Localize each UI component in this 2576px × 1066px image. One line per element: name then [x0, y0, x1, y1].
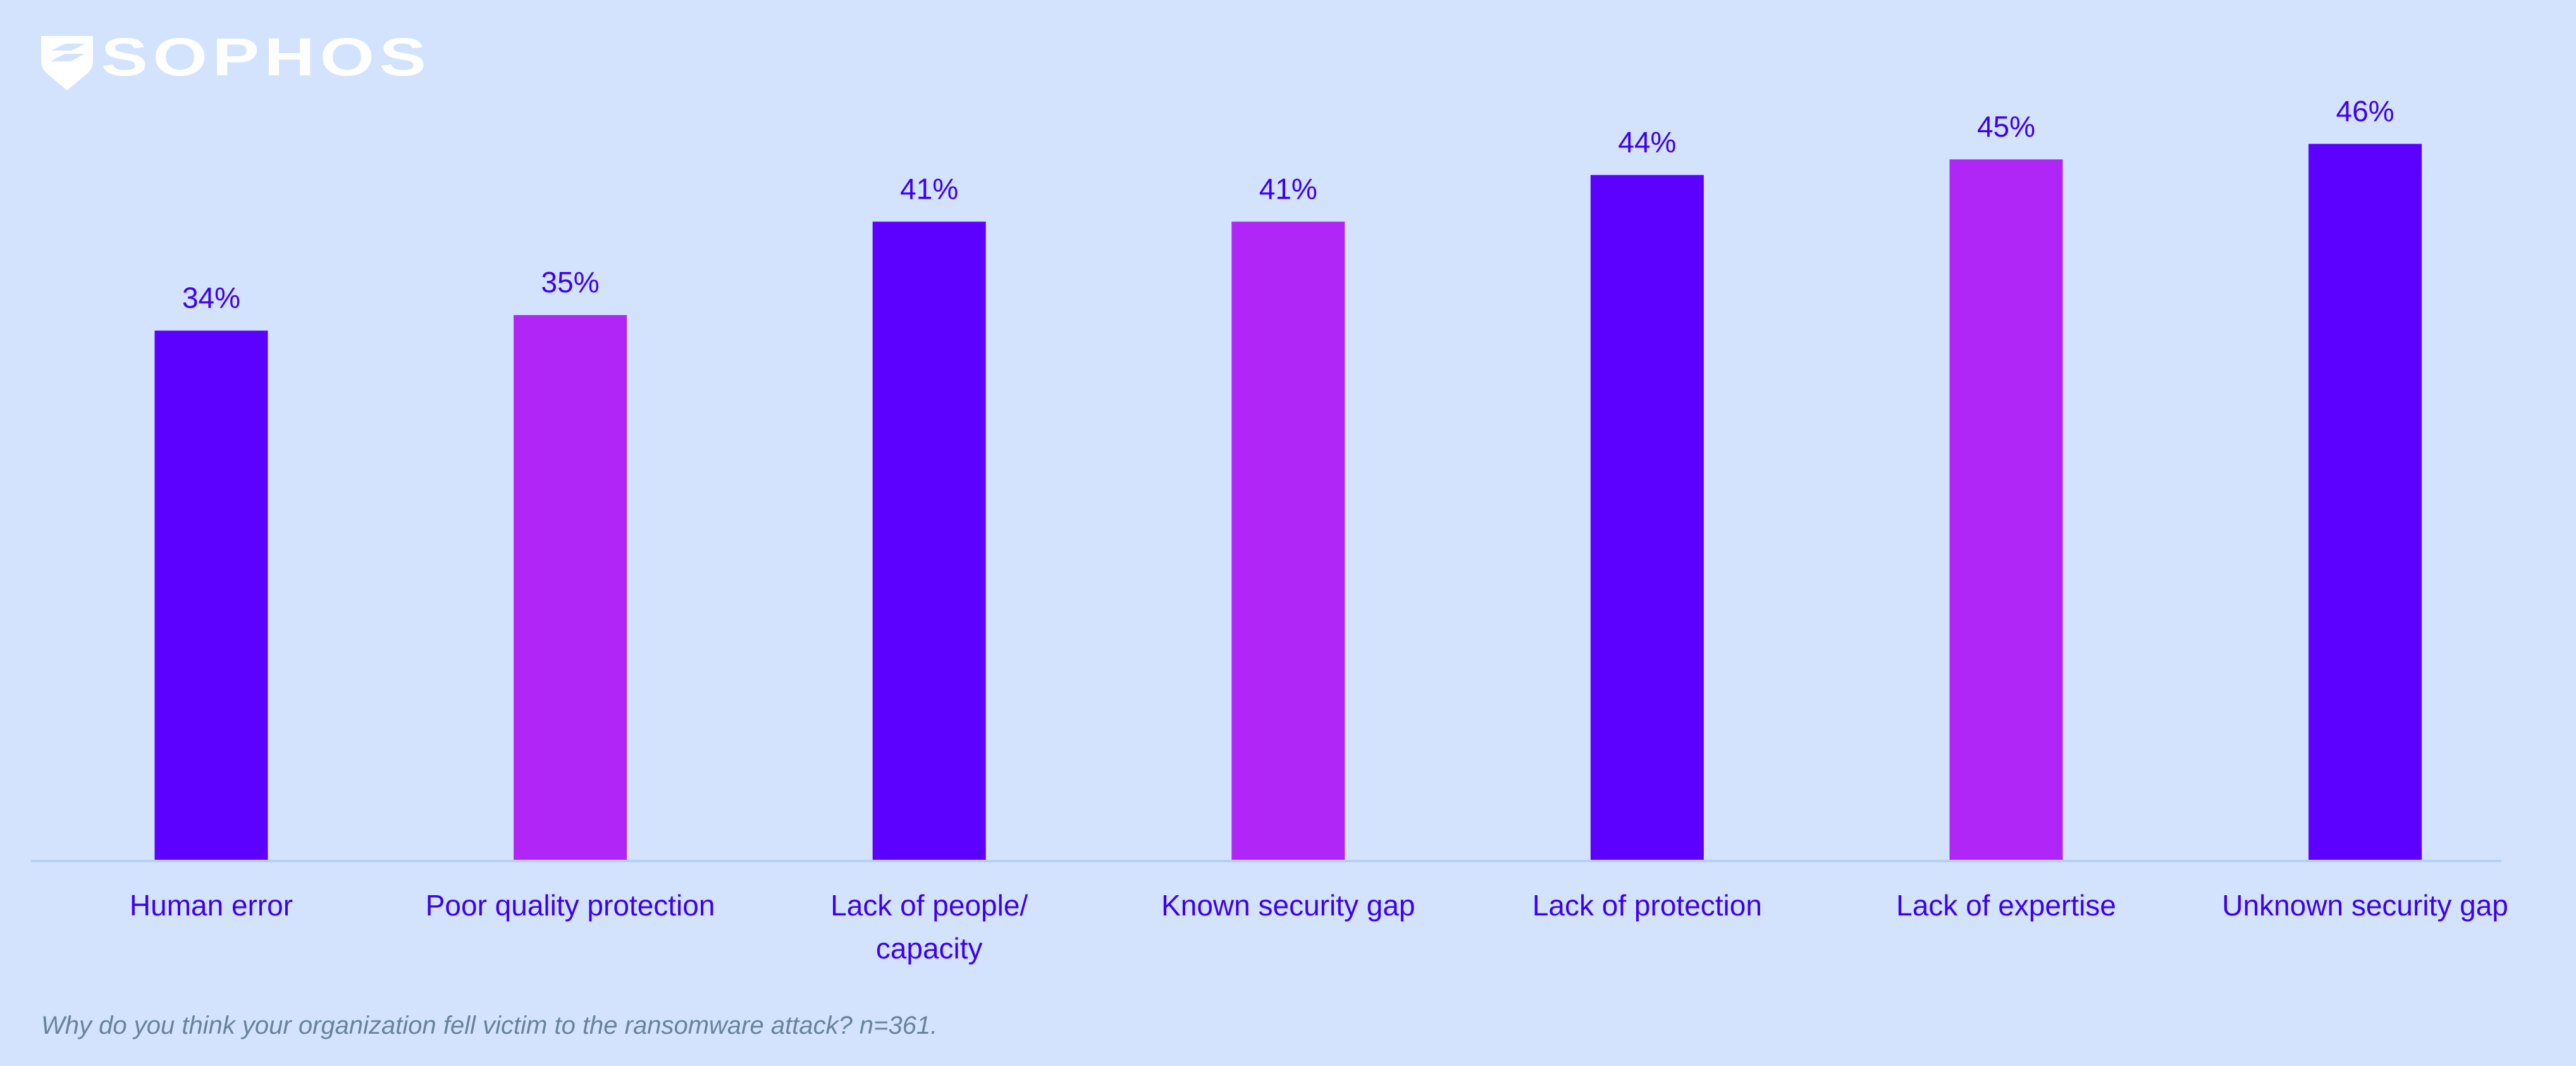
x-tick-label: Lack of protection	[1532, 889, 1762, 922]
x-tick-label: Poor quality protection	[426, 889, 715, 922]
data-label: 41%	[1259, 172, 1317, 205]
x-tick-label: capacity	[876, 932, 983, 965]
sophos-logo: SOPHOS	[41, 27, 431, 90]
x-tick-label: Human error	[130, 889, 293, 922]
data-label: 35%	[541, 266, 600, 299]
bar	[2308, 144, 2422, 860]
data-label: 45%	[1977, 110, 2035, 143]
data-label: 41%	[900, 172, 958, 205]
x-tick-label: Lack of people/	[830, 889, 1028, 922]
logo-text: SOPHOS	[101, 27, 431, 87]
bar	[1231, 221, 1345, 860]
bar	[1590, 175, 1704, 860]
data-label: 44%	[1618, 126, 1676, 159]
data-label: 46%	[2336, 94, 2394, 127]
bar	[514, 315, 627, 860]
data-label: 34%	[182, 282, 240, 314]
x-tick-label: Lack of expertise	[1896, 889, 2116, 922]
bar	[872, 221, 986, 860]
chart-caption: Why do you think your organization fell …	[41, 1012, 937, 1039]
bar	[154, 330, 268, 860]
x-tick-label: Known security gap	[1161, 889, 1415, 922]
x-tick-label: Unknown security gap	[2222, 889, 2508, 922]
bar	[1949, 159, 2063, 860]
